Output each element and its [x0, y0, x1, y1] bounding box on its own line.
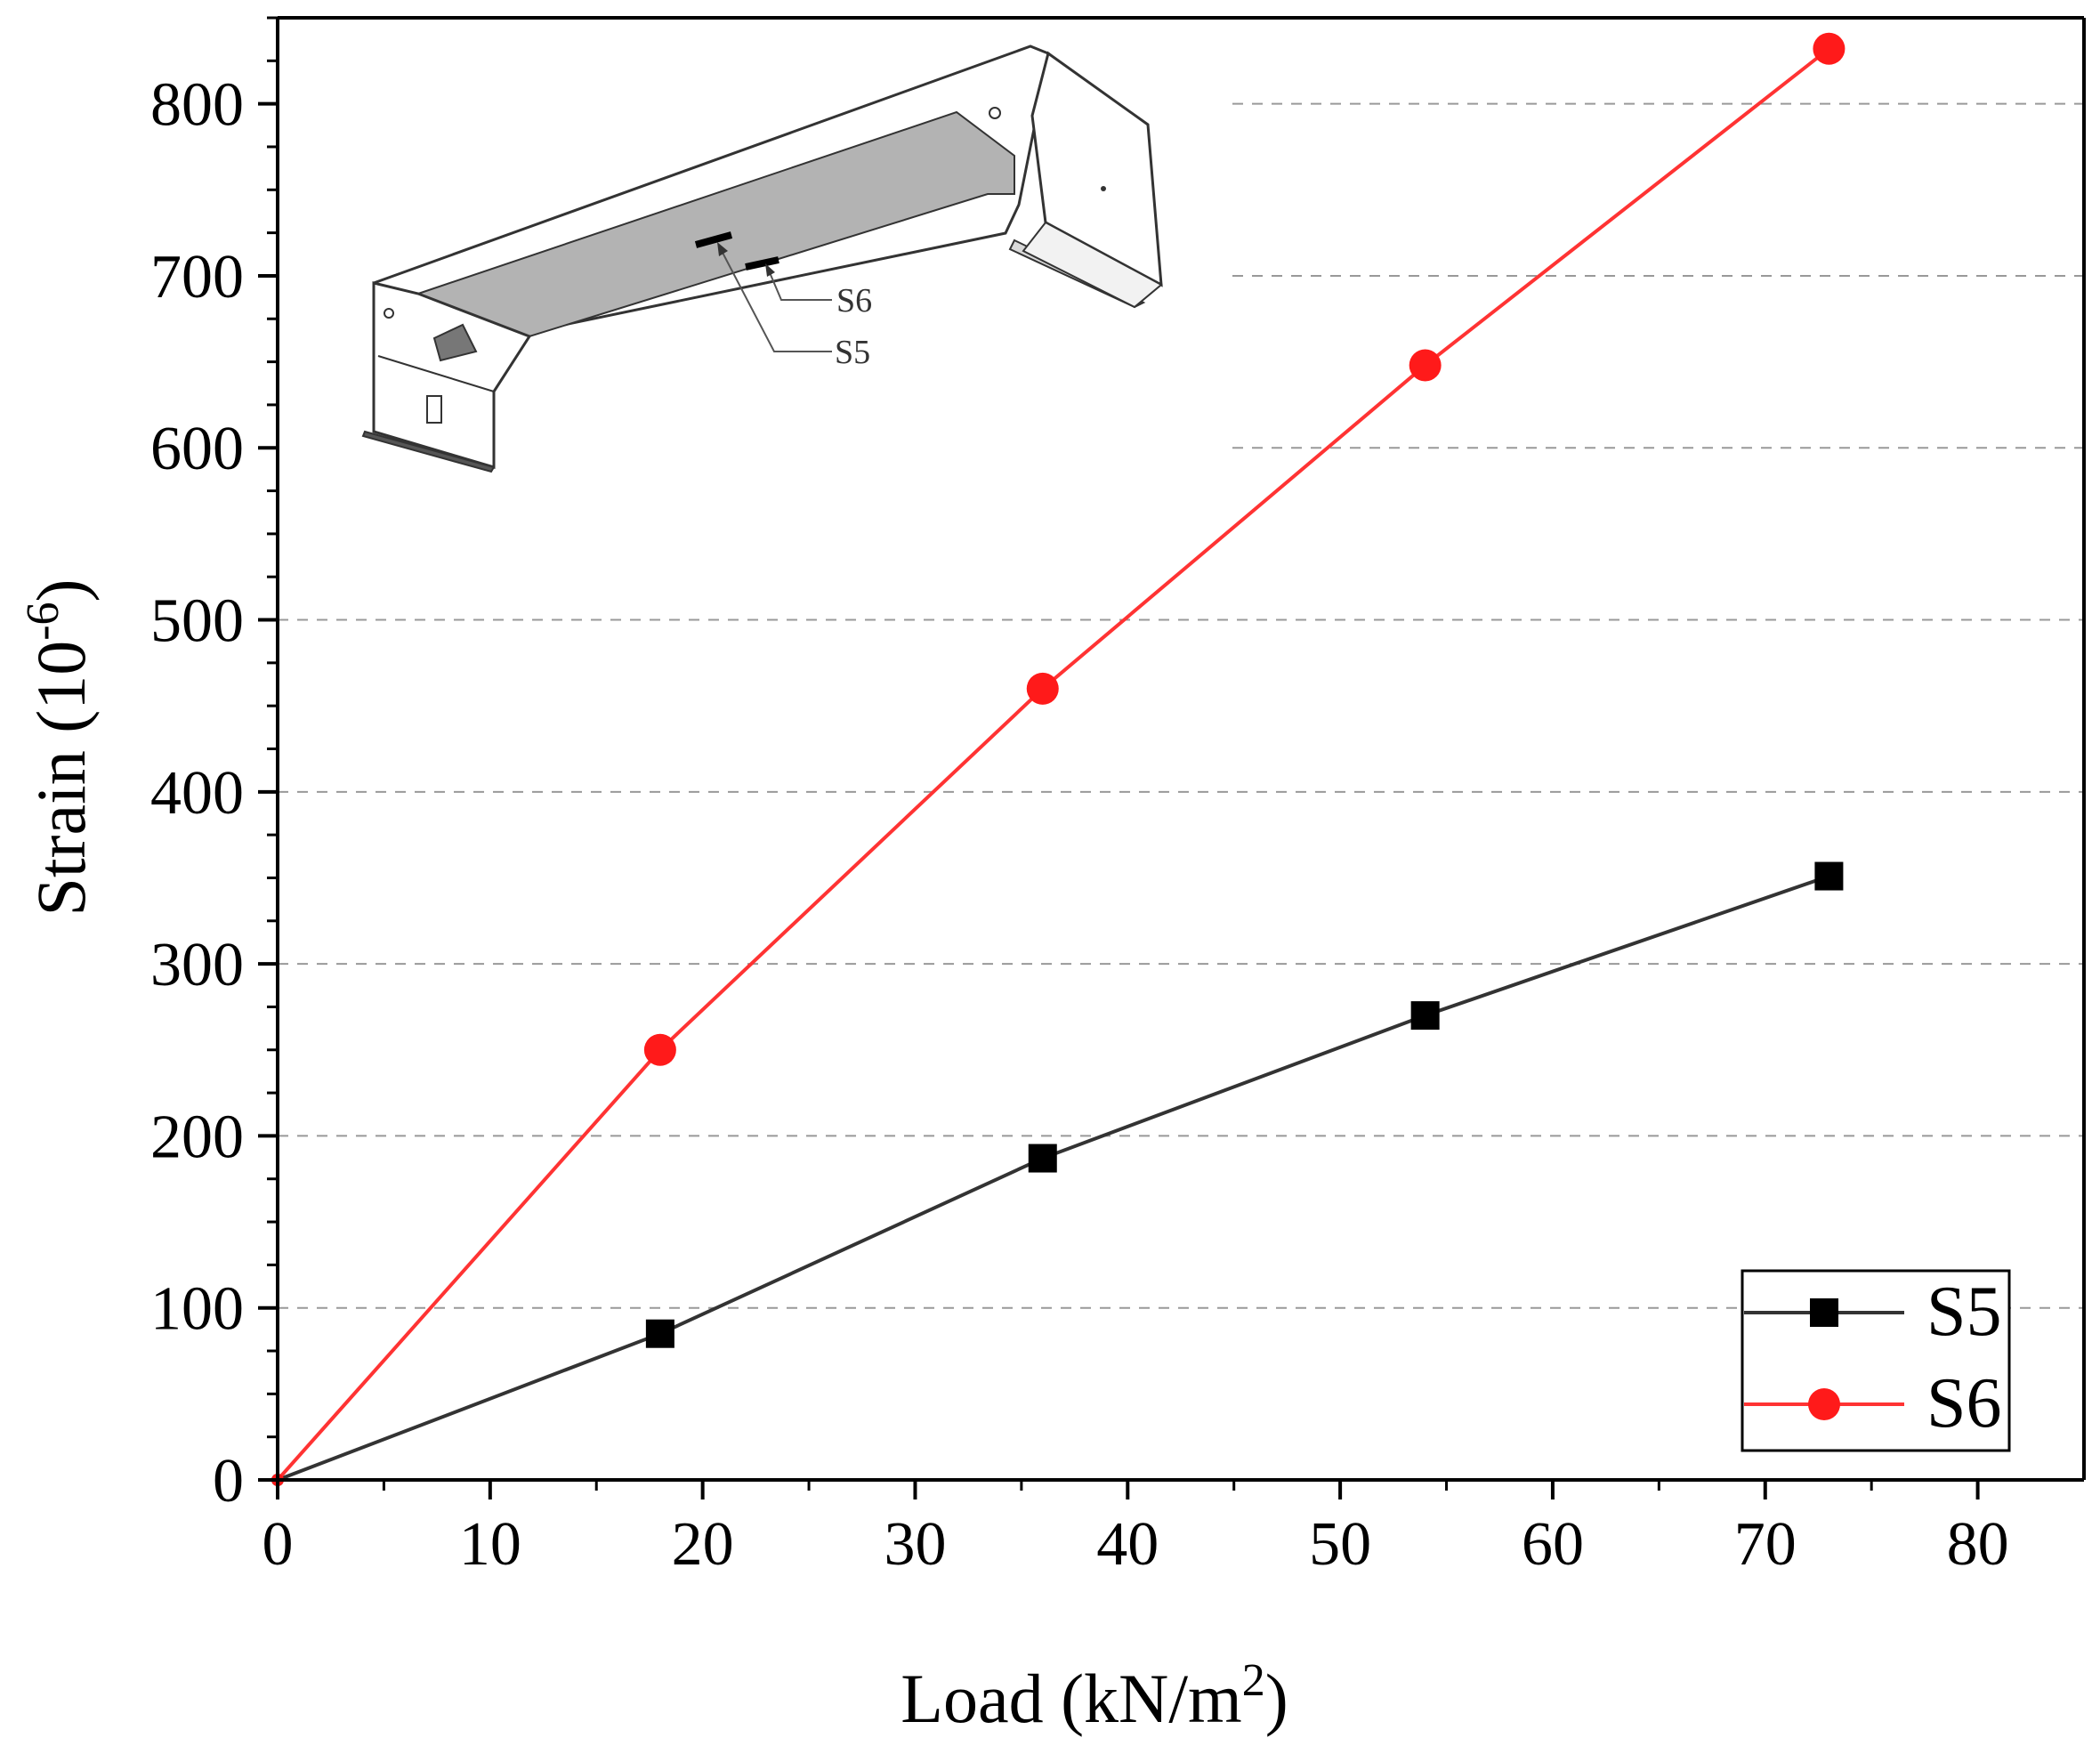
data-point-s6-1 — [643, 1033, 676, 1066]
y-tick-label-300: 300 — [150, 931, 244, 999]
bracket-hole-left — [384, 308, 394, 319]
leader-s5 — [720, 248, 832, 352]
y-tick-label-600: 600 — [150, 415, 244, 483]
leader-s6-arrow — [765, 263, 775, 277]
y-axis-title-tail: ) — [22, 578, 100, 602]
data-point-s5-3 — [1410, 1001, 1440, 1031]
x-tick-label-20: 20 — [672, 1510, 734, 1579]
y-tick-label-700: 700 — [150, 243, 244, 311]
tick-marks — [258, 16, 1980, 1499]
bracket-diagram-inset: S6 S5 — [361, 44, 1163, 473]
x-tick-label-0: 0 — [262, 1510, 294, 1579]
data-point-s6-2 — [1026, 672, 1059, 705]
x-axis-title-main: Load (kN/m — [901, 1660, 1241, 1737]
legend-box — [1741, 1269, 2011, 1452]
leader-s5-arrow — [717, 242, 728, 256]
y-tick-label-800: 800 — [150, 71, 244, 140]
data-point-s5-2 — [1028, 1144, 1057, 1173]
inset-label-s6: S6 — [836, 282, 872, 319]
data-point-s5-1 — [645, 1319, 674, 1348]
x-tick-label-70: 70 — [1734, 1510, 1797, 1579]
y-tick-label-200: 200 — [150, 1103, 244, 1171]
gauge-s5-mark — [694, 231, 733, 248]
y-axis-title: Strain (10-6) — [18, 578, 100, 916]
bracket-left-foot — [361, 430, 496, 473]
y-tick-label-500: 500 — [150, 587, 244, 656]
x-tick-label-50: 50 — [1309, 1510, 1371, 1579]
bracket-left-slot — [426, 395, 442, 424]
x-tick-label-30: 30 — [884, 1510, 946, 1579]
bracket-left-edge — [377, 355, 495, 392]
bracket-left-notch — [432, 323, 478, 362]
y-tick-label-400: 400 — [150, 759, 244, 828]
x-axis-title-tail: ) — [1265, 1660, 1288, 1737]
series-line-s5 — [277, 874, 1830, 1482]
y-axis-title-main: Strain (10 — [22, 641, 100, 917]
grid-lines — [278, 102, 2084, 1309]
x-tick-label-40: 40 — [1096, 1510, 1159, 1579]
data-point-s6-4 — [1813, 32, 1846, 65]
y-axis-title-superscript: -6 — [18, 602, 69, 640]
x-tick-label-60: 60 — [1522, 1510, 1584, 1579]
x-axis-title-superscript: 2 — [1242, 1655, 1265, 1706]
x-tick-label-80: 80 — [1947, 1510, 2009, 1579]
legend-marker-s6 — [1808, 1388, 1840, 1420]
inset-label-s5: S5 — [835, 334, 870, 371]
y-tick-label-100: 100 — [150, 1275, 244, 1344]
axes — [276, 16, 2086, 1482]
gauge-s6-mark — [745, 256, 779, 271]
bracket-hole-right — [989, 107, 1001, 119]
x-tick-label-10: 10 — [459, 1510, 521, 1579]
legend: S5 S6 — [1741, 1269, 2011, 1452]
bracket-right-foot-lower — [1022, 221, 1163, 309]
leader-s6 — [768, 270, 832, 301]
legend-label-s6: S6 — [1926, 1364, 2002, 1443]
legend-marker-s5 — [1810, 1298, 1838, 1327]
x-axis-title: Load (kN/m2) — [901, 1655, 1288, 1737]
data-point-s5-4 — [1814, 861, 1844, 891]
data-point-s6-3 — [1409, 349, 1442, 382]
legend-label-s5: S5 — [1926, 1273, 2002, 1351]
y-tick-label-0: 0 — [213, 1447, 244, 1516]
series-group — [271, 32, 1846, 1486]
tick-labels: 0 10 20 30 40 50 60 70 8001002003004005006007008… — [150, 71, 2009, 1579]
bracket-dot — [1101, 186, 1106, 191]
